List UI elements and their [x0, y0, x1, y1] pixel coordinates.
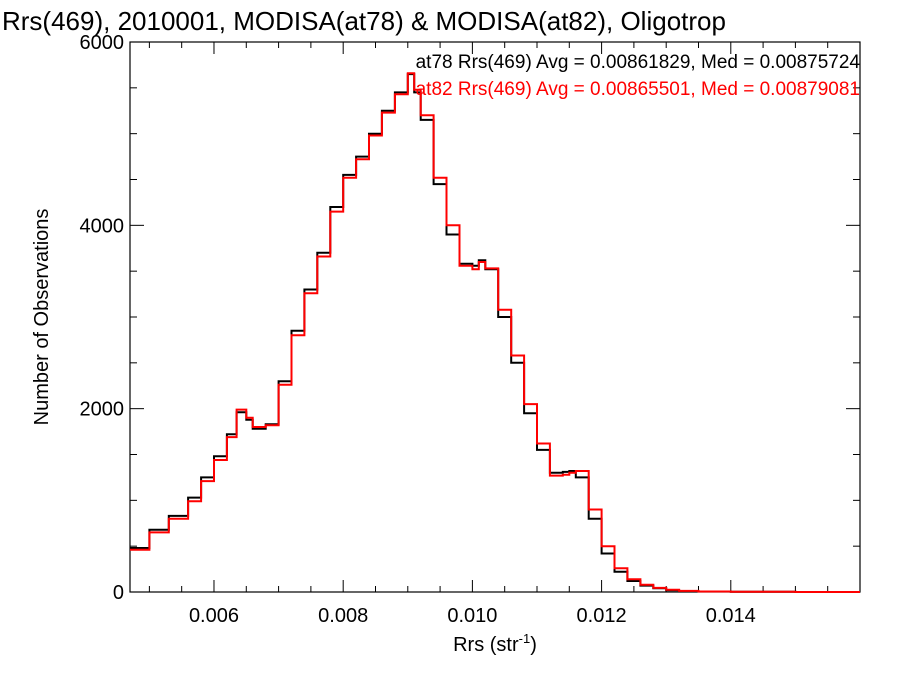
x-axis-label-close: ) — [530, 634, 537, 656]
y-tick-label: 2000 — [80, 399, 125, 421]
x-tick-label: 0.008 — [318, 605, 368, 627]
plot-frame — [129, 41, 861, 593]
series-layer — [130, 72, 860, 593]
series-line-at82 — [130, 72, 860, 593]
y-axis-label: Number of Observations — [31, 209, 53, 426]
x-tick-label: 0.012 — [577, 605, 627, 627]
y-tick-label: 0 — [113, 582, 124, 604]
x-tick-label: 0.014 — [706, 605, 756, 627]
x-axis-label: Rrs (str-1) — [453, 631, 537, 656]
y-tick-label: 6000 — [80, 32, 125, 54]
x-axis-label-main: Rrs (str — [453, 634, 519, 656]
chart-title: Rrs(469), 2010001, MODISA(at78) & MODISA… — [2, 6, 726, 36]
x-axis-ticks: 0.006 0.008 0.010 0.012 0.014 — [148, 42, 829, 627]
series-annotation-at78: at78 Rrs(469) Avg = 0.00861829, Med = 0.… — [416, 52, 861, 73]
x-axis-label-superscript: -1 — [519, 631, 531, 646]
x-tick-label: 0.010 — [447, 605, 497, 627]
x-tick-label: 0.006 — [189, 605, 239, 627]
series-annotation-at82: at82 Rrs(469) Avg = 0.00865501, Med = 0.… — [416, 79, 860, 100]
y-tick-label: 4000 — [80, 215, 125, 237]
series-line-at78 — [130, 73, 860, 593]
y-axis-ticks: 0 2000 4000 6000 — [80, 32, 860, 604]
